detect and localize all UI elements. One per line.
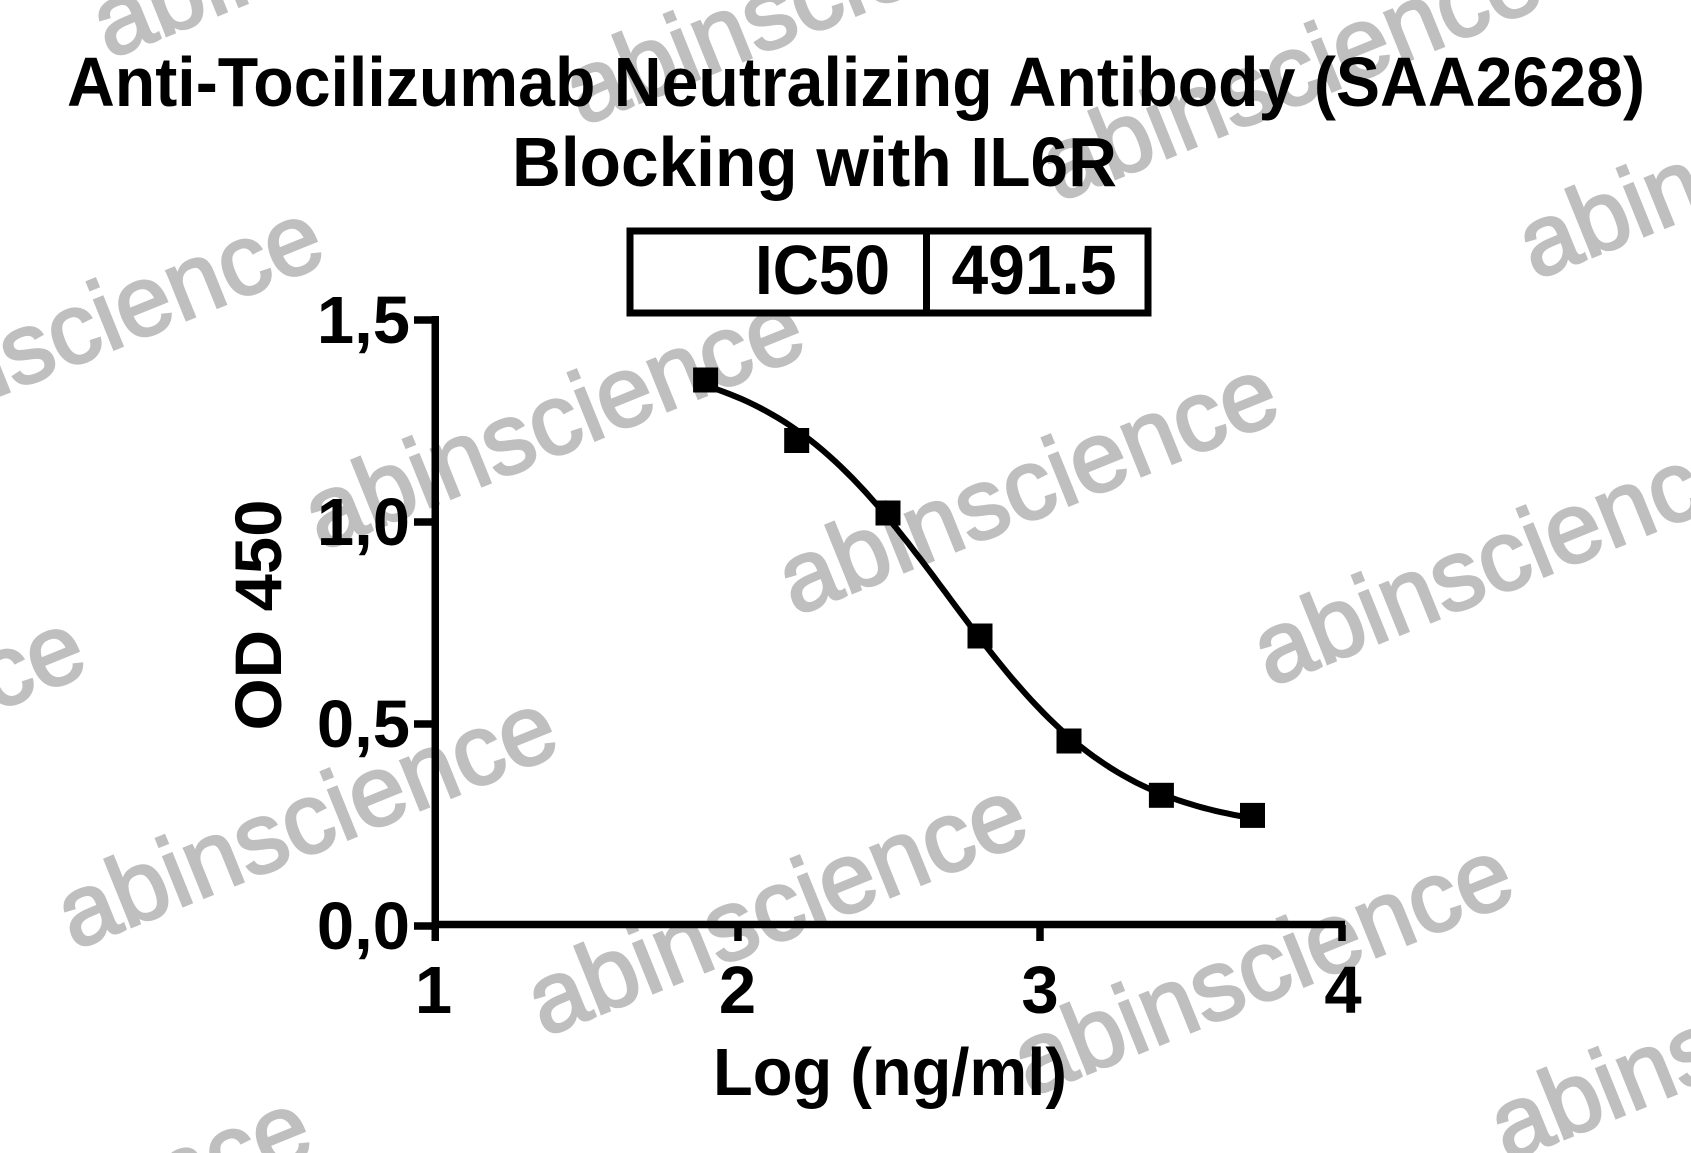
svg-text:Blocking with IL6R: Blocking with IL6R — [512, 123, 1117, 201]
svg-text:1: 1 — [415, 953, 452, 1028]
svg-text:2: 2 — [719, 953, 756, 1028]
svg-text:Anti-Tocilizumab Neutralizing: Anti-Tocilizumab Neutralizing Antibody (… — [67, 43, 1645, 121]
svg-text:4: 4 — [1324, 953, 1361, 1028]
svg-text:Log (ng/ml): Log (ng/ml) — [713, 1035, 1067, 1110]
svg-text:3: 3 — [1021, 953, 1058, 1028]
svg-text:IC50: IC50 — [755, 231, 890, 309]
svg-text:1,0: 1,0 — [317, 485, 410, 560]
svg-text:1,5: 1,5 — [317, 283, 410, 358]
svg-text:491.5: 491.5 — [952, 231, 1117, 309]
svg-text:0,5: 0,5 — [317, 687, 410, 762]
svg-text:0,0: 0,0 — [317, 889, 410, 964]
svg-text:OD 450: OD 450 — [221, 500, 295, 731]
